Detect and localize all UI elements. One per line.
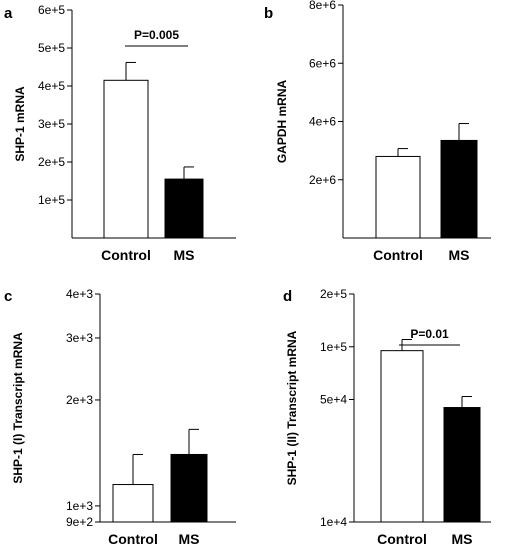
- panel-c-bar-ms: [170, 453, 208, 523]
- panel-b-category-label: MS: [449, 247, 470, 263]
- panel-d-bar-ms: [443, 407, 481, 523]
- panel-d-y-tick-label: 1e+5: [320, 340, 347, 354]
- panel-c-y-tick-label: 3e+3: [66, 331, 93, 345]
- panel-a-y-tick-label: 6e+5: [38, 3, 65, 17]
- panel-a-label: a: [4, 5, 13, 22]
- panel-a-y-tick-label: 4e+5: [38, 79, 65, 93]
- panel-b-bar-control: [375, 155, 421, 239]
- panel-b-y-tick-label: 4e+6: [309, 115, 336, 129]
- panel-b-bar-ms: [440, 139, 478, 239]
- panel-b-label: b: [264, 5, 273, 22]
- panel-a-y-axis-title: SHP-1 mRNA: [13, 86, 27, 162]
- panel-a-bar-control: [103, 79, 149, 239]
- panel-c-y-tick-label: 4e+3: [66, 287, 93, 301]
- panel-d-y-axis-title: SHP-1 (II) Transcript mRNA: [285, 330, 299, 485]
- panel-c-bar-control: [112, 484, 154, 523]
- panel-a-category-label: MS: [174, 247, 195, 263]
- panel-b-y-tick-label: 2e+6: [309, 173, 336, 187]
- panel-b-category-label: Control: [373, 247, 423, 263]
- panel-c-y-tick-label: 1e+3: [66, 499, 93, 513]
- panel-b-y-axis-title: GAPDH mRNA: [275, 80, 289, 164]
- panel-d-label: d: [283, 288, 292, 305]
- panel-d-y-tick-label: 2e+5: [320, 287, 347, 301]
- panel-a-y-tick-label: 1e+5: [38, 193, 65, 207]
- panel-d-y-tick-label: 1e+4: [320, 515, 347, 529]
- panel-a-p-value: P=0.005: [134, 28, 179, 42]
- panel-b-y-tick-label: 8e+6: [309, 0, 336, 12]
- panel-d-bar-control: [380, 350, 424, 523]
- panel-d-category-label: Control: [377, 531, 427, 547]
- panel-a-bar-ms: [164, 178, 204, 239]
- panel-d-y-tick-label: 5e+4: [320, 393, 347, 407]
- panel-a-y-tick-label: 5e+5: [38, 41, 65, 55]
- panel-d-p-value: P=0.01: [410, 327, 449, 341]
- panel-a-category-label: Control: [101, 247, 151, 263]
- panel-c-category-label: MS: [179, 531, 200, 547]
- panel-b-y-tick-label: 6e+6: [309, 56, 336, 70]
- panel-c-category-label: Control: [108, 531, 158, 547]
- panel-a-y-tick-label: 3e+5: [38, 117, 65, 131]
- panel-c-y-tick-label: 9e+2: [66, 515, 93, 529]
- panel-c-y-axis-title: SHP-1 (I) Transcript mRNA: [11, 332, 25, 484]
- panel-c-label: c: [4, 288, 12, 305]
- panel-a-y-tick-label: 2e+5: [38, 155, 65, 169]
- panel-d-category-label: MS: [452, 531, 473, 547]
- panel-c-y-tick-label: 2e+3: [66, 393, 93, 407]
